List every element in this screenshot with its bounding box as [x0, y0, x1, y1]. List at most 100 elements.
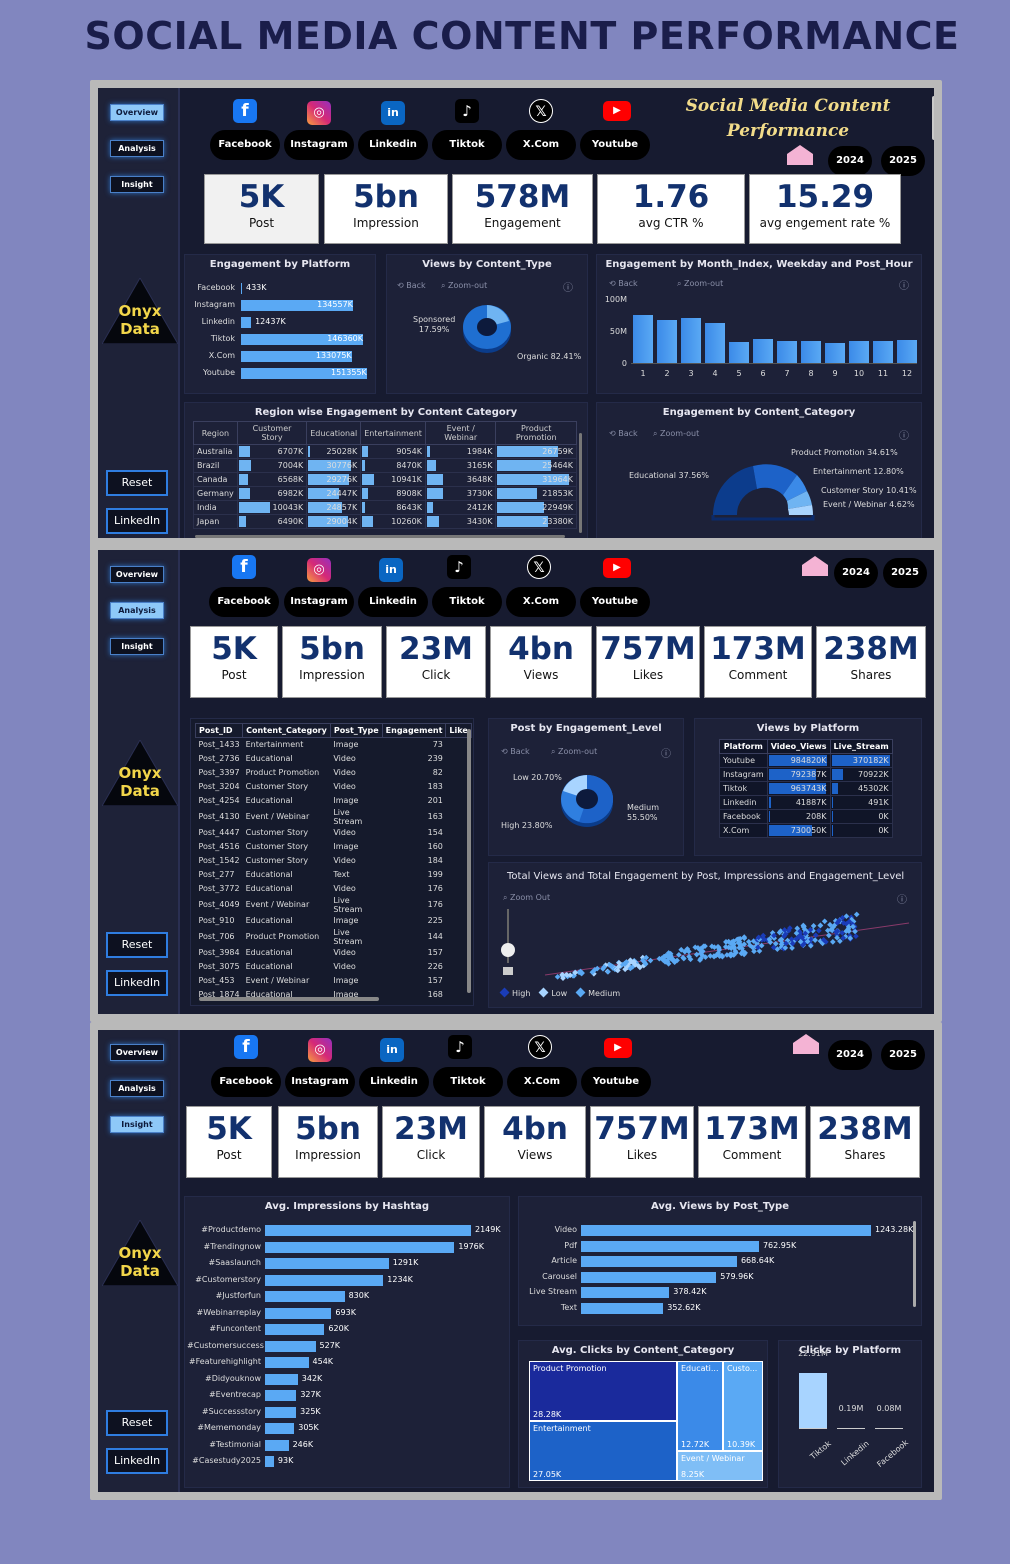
scatter-point[interactable]: [817, 922, 824, 929]
filter-tiktok[interactable]: Tiktok: [432, 130, 502, 160]
filter-linkedin[interactable]: Linkedin: [358, 130, 428, 160]
bar[interactable]: [241, 334, 364, 345]
help-icon[interactable]: ⓘ: [661, 749, 671, 760]
youtube-icon[interactable]: ▶: [604, 1038, 632, 1058]
zoom-out-button[interactable]: ⌕ Zoom-out: [551, 747, 598, 756]
instagram-icon[interactable]: ◎: [307, 101, 331, 125]
help-icon[interactable]: ⓘ: [897, 895, 907, 906]
home-icon[interactable]: [786, 144, 814, 166]
bar[interactable]: [681, 318, 701, 363]
bar[interactable]: [265, 1439, 289, 1451]
bar[interactable]: [753, 339, 773, 363]
youtube-icon[interactable]: ▶: [603, 101, 631, 121]
bar[interactable]: [265, 1357, 309, 1368]
bar[interactable]: [265, 1373, 298, 1385]
scatter-point[interactable]: [781, 927, 788, 933]
nav-analysis-button[interactable]: Analysis: [110, 602, 164, 619]
zoom-slider[interactable]: [507, 909, 509, 963]
filter-linkedin[interactable]: Linkedin: [359, 1067, 429, 1097]
bar[interactable]: [241, 283, 242, 294]
scatter-point[interactable]: [641, 959, 648, 966]
table-row[interactable]: Post_4254 Educational Image 201: [196, 794, 472, 808]
scatter-point[interactable]: [716, 945, 722, 952]
scatter-point[interactable]: [702, 943, 708, 949]
scatter-point[interactable]: [821, 918, 828, 925]
youtube-icon[interactable]: ▶: [603, 558, 631, 578]
bar[interactable]: [825, 343, 845, 363]
table-row[interactable]: Australia 6707K 25028K 9054K 1984K 26759K: [193, 444, 577, 459]
scatter-point[interactable]: [837, 938, 843, 945]
home-icon[interactable]: [801, 555, 829, 577]
filter-instagram[interactable]: Instagram: [285, 1067, 355, 1097]
scatter-point[interactable]: [793, 930, 800, 937]
help-icon[interactable]: ⓘ: [563, 283, 573, 294]
filter-youtube[interactable]: Youtube: [580, 587, 650, 617]
table-row[interactable]: Post_910 Educational Image 225: [196, 914, 472, 928]
table-row[interactable]: Post_4049 Event / Webinar Live Stream 176: [196, 896, 472, 914]
bar[interactable]: [265, 1456, 274, 1467]
scatter-point[interactable]: [836, 917, 842, 924]
scatter-point[interactable]: [840, 920, 847, 926]
back-button[interactable]: ⟲ Back: [397, 281, 426, 290]
filter-instagram[interactable]: Instagram: [284, 587, 354, 617]
bar[interactable]: [241, 317, 252, 328]
table-row[interactable]: Post_3772 Educational Video 176: [196, 882, 472, 896]
bar[interactable]: [265, 1241, 455, 1253]
filter-facebook[interactable]: Facebook: [210, 130, 280, 160]
bar[interactable]: [873, 341, 893, 363]
treemap-tile[interactable]: Entertainment 27.05K: [529, 1421, 677, 1481]
filter-xcom[interactable]: X.Com: [507, 1067, 577, 1097]
bar[interactable]: [265, 1291, 345, 1302]
bar[interactable]: [241, 300, 354, 311]
reset-button[interactable]: Reset: [106, 470, 168, 496]
bar[interactable]: [265, 1406, 297, 1418]
scatter-point[interactable]: [711, 944, 718, 951]
scatter-point[interactable]: [828, 926, 834, 933]
table-row[interactable]: Post_1874 Educational Image 168: [196, 988, 472, 1002]
chart-vscrollbar[interactable]: [913, 1221, 916, 1307]
scatter-point[interactable]: [826, 932, 832, 939]
scatter-point[interactable]: [572, 969, 579, 976]
scatter-point[interactable]: [702, 954, 709, 960]
scatter-point[interactable]: [839, 930, 846, 936]
linkedin-icon[interactable]: in: [380, 1038, 404, 1062]
back-button[interactable]: ⟲ Back: [609, 279, 638, 288]
scatter-point[interactable]: [782, 945, 789, 951]
treemap-tile[interactable]: Custo... 10.39K: [723, 1361, 763, 1451]
scatter-point[interactable]: [605, 968, 611, 975]
bar[interactable]: [837, 1428, 865, 1429]
reset-button[interactable]: Reset: [106, 932, 168, 958]
table-row[interactable]: India 10043K 24857K 8643K 2412K 22949K: [193, 500, 577, 515]
nav-insight-button[interactable]: Insight: [110, 638, 164, 655]
table-row[interactable]: Germany 6982K 24447K 8908K 3730K 21853K: [193, 486, 577, 501]
table-row[interactable]: Post_4447 Customer Story Video 154: [196, 826, 472, 840]
help-icon[interactable]: ⓘ: [899, 431, 909, 442]
year-2025-button[interactable]: 2025: [881, 146, 925, 176]
scatter-point[interactable]: [783, 940, 789, 947]
facebook-icon[interactable]: f: [232, 555, 256, 579]
bar[interactable]: [801, 340, 821, 363]
linkedin-button[interactable]: LinkedIn: [106, 508, 168, 534]
scatter-point[interactable]: [564, 972, 570, 978]
page-scrollbar[interactable]: [932, 96, 934, 140]
table-row[interactable]: Post_3075 Educational Video 226: [196, 960, 472, 974]
filter-linkedin[interactable]: Linkedin: [358, 587, 428, 617]
tiktok-icon[interactable]: ♪: [455, 99, 479, 123]
column-header[interactable]: Engagement: [381, 723, 447, 738]
table-row[interactable]: Post_3204 Customer Story Video 183: [196, 780, 472, 794]
year-2024-button[interactable]: 2024: [834, 558, 878, 588]
scatter-point[interactable]: [802, 930, 809, 937]
table-row[interactable]: Post_453 Event / Webinar Image 157: [196, 974, 472, 988]
scatter-point[interactable]: [794, 925, 801, 932]
treemap-tile[interactable]: Event / Webinar 8.25K: [677, 1451, 763, 1481]
column-header[interactable]: Customer Story: [236, 421, 308, 445]
zoom-out-button[interactable]: ⌕ Zoom Out: [503, 893, 551, 902]
scatter-point[interactable]: [853, 933, 859, 940]
scatter-point[interactable]: [810, 923, 817, 929]
bar[interactable]: [265, 1340, 316, 1352]
back-button[interactable]: ⟲ Back: [501, 747, 530, 756]
table-row[interactable]: Instagram 792387K 70922K: [719, 767, 893, 782]
scatter-point[interactable]: [567, 972, 574, 979]
linkedin-button[interactable]: LinkedIn: [106, 1448, 168, 1474]
scatter-point[interactable]: [685, 948, 692, 955]
